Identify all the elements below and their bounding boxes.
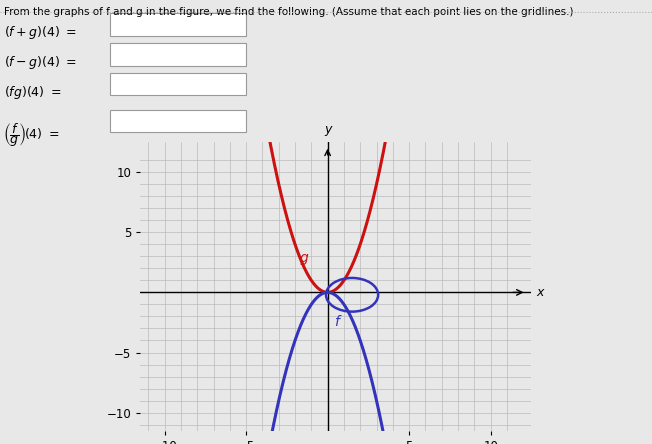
FancyBboxPatch shape: [110, 110, 246, 132]
Text: $(fg)(4)\ =$: $(fg)(4)\ =$: [4, 84, 61, 101]
Text: $(f - g)(4)\ =$: $(f - g)(4)\ =$: [4, 54, 77, 71]
Text: f: f: [334, 315, 339, 329]
Text: g: g: [300, 251, 308, 266]
FancyBboxPatch shape: [110, 13, 246, 36]
Text: x: x: [536, 286, 544, 299]
Text: y: y: [324, 123, 331, 136]
Text: $\!\left(\dfrac{f}{g}\right)\!(4)\ =$: $\!\left(\dfrac{f}{g}\right)\!(4)\ =$: [4, 121, 59, 149]
FancyBboxPatch shape: [110, 43, 246, 66]
FancyBboxPatch shape: [110, 73, 246, 95]
Text: $(f + g)(4)\ =$: $(f + g)(4)\ =$: [4, 24, 77, 41]
Text: From the graphs of f and g in the figure, we find the following. (Assume that ea: From the graphs of f and g in the figure…: [4, 7, 573, 17]
